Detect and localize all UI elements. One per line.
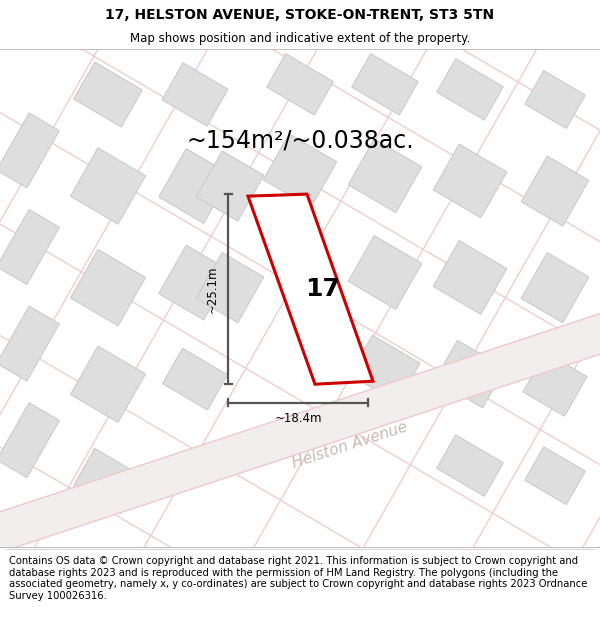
Polygon shape — [437, 435, 503, 496]
Text: 17: 17 — [305, 277, 340, 301]
Polygon shape — [74, 62, 142, 127]
Polygon shape — [437, 59, 503, 120]
Text: 17, HELSTON AVENUE, STOKE-ON-TRENT, ST3 5TN: 17, HELSTON AVENUE, STOKE-ON-TRENT, ST3 … — [106, 8, 494, 22]
Polygon shape — [435, 340, 505, 408]
Text: ~154m²/~0.038ac.: ~154m²/~0.038ac. — [186, 128, 414, 152]
Text: ~18.4m: ~18.4m — [274, 412, 322, 425]
Polygon shape — [0, 402, 59, 478]
Polygon shape — [196, 151, 264, 221]
Polygon shape — [159, 149, 231, 223]
Polygon shape — [433, 144, 507, 218]
Polygon shape — [348, 139, 422, 212]
Polygon shape — [0, 209, 59, 284]
Polygon shape — [0, 306, 59, 381]
Text: Helston Avenue: Helston Avenue — [290, 419, 410, 471]
Polygon shape — [163, 348, 227, 410]
Polygon shape — [196, 253, 264, 322]
Text: Contains OS data © Crown copyright and database right 2021. This information is : Contains OS data © Crown copyright and d… — [9, 556, 587, 601]
Polygon shape — [521, 253, 589, 322]
Polygon shape — [525, 447, 585, 504]
Polygon shape — [352, 54, 418, 115]
Polygon shape — [70, 346, 146, 423]
Polygon shape — [248, 194, 373, 384]
Text: Map shows position and indicative extent of the property.: Map shows position and indicative extent… — [130, 31, 470, 44]
Polygon shape — [525, 71, 585, 129]
Polygon shape — [70, 249, 146, 326]
Polygon shape — [74, 448, 142, 513]
Polygon shape — [350, 335, 420, 402]
Text: ~25.1m: ~25.1m — [205, 266, 218, 313]
Polygon shape — [162, 62, 228, 126]
Polygon shape — [263, 134, 337, 208]
Polygon shape — [521, 156, 589, 226]
Polygon shape — [523, 352, 587, 416]
Polygon shape — [348, 236, 422, 309]
Polygon shape — [70, 148, 146, 224]
Polygon shape — [433, 241, 507, 314]
Polygon shape — [0, 113, 59, 188]
Polygon shape — [0, 163, 600, 625]
Polygon shape — [266, 54, 334, 115]
Polygon shape — [159, 245, 231, 320]
